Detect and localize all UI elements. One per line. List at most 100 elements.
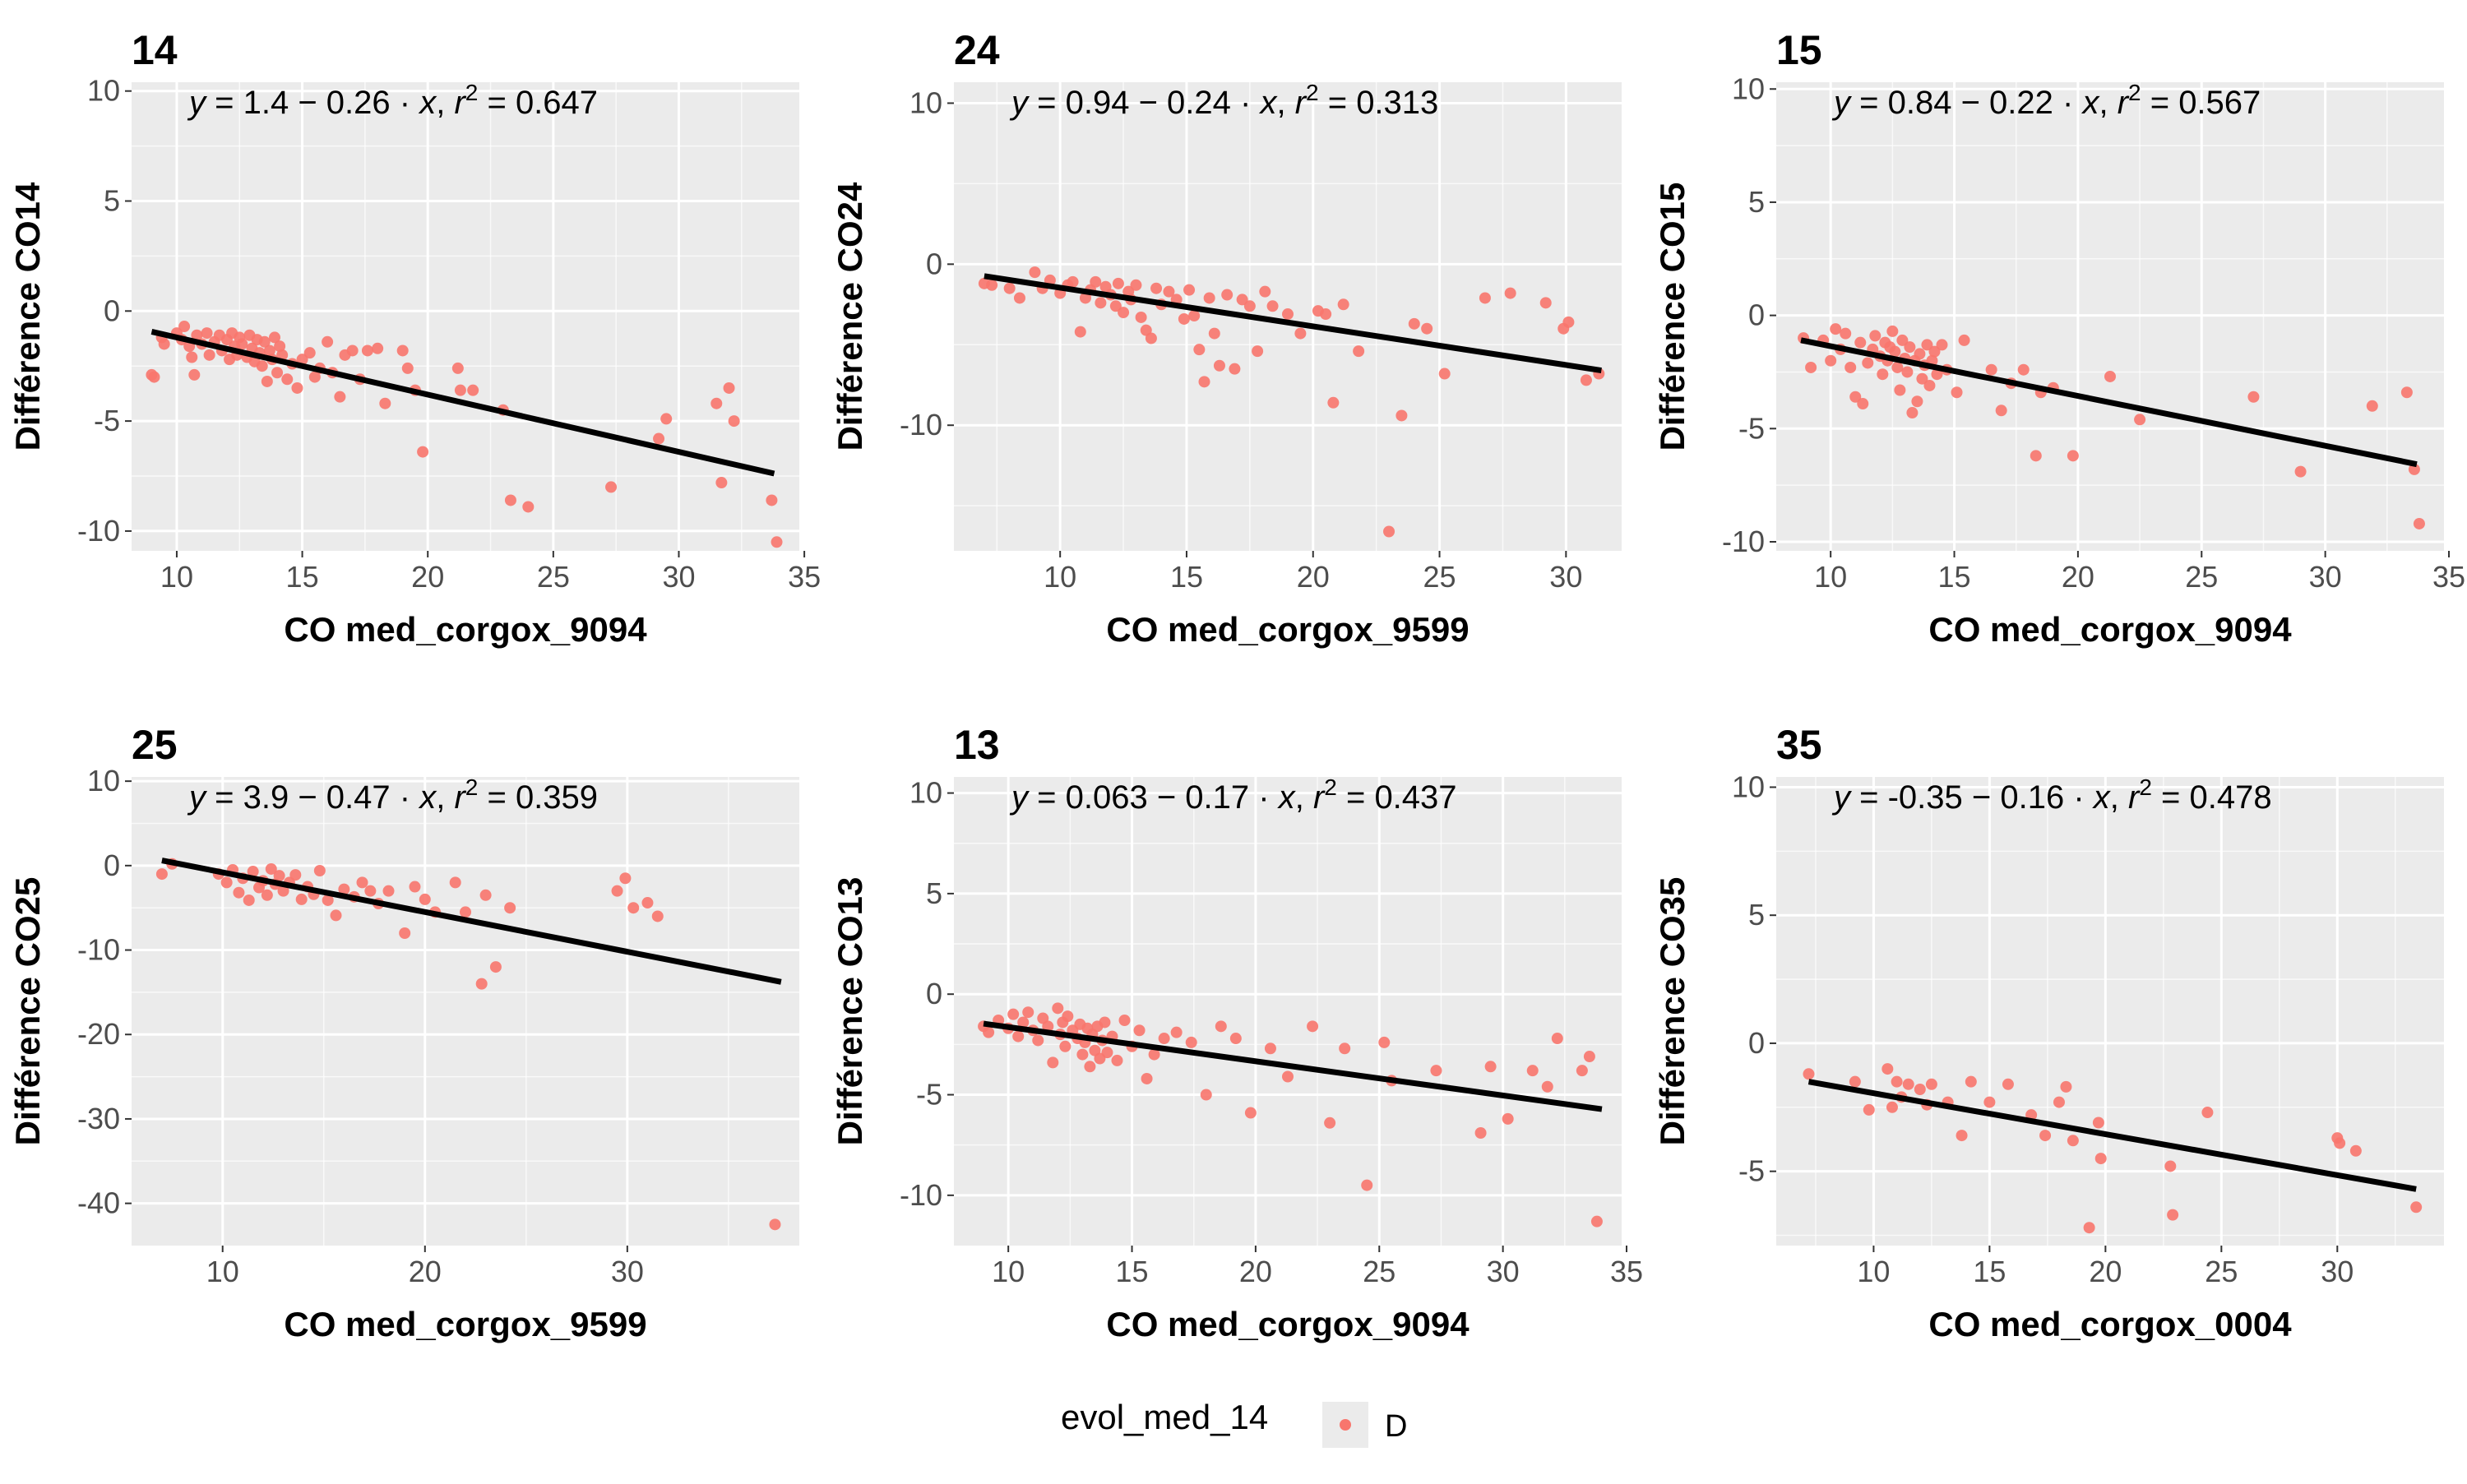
- y-tick-label: 5: [104, 184, 120, 218]
- legend-key-point: [1340, 1419, 1351, 1431]
- data-point: [1891, 1075, 1903, 1088]
- data-point: [2134, 414, 2146, 426]
- x-tick-label: 10: [992, 1255, 1025, 1288]
- y-tick-label: 0: [104, 848, 120, 882]
- data-point: [715, 477, 728, 489]
- data-point: [769, 1218, 781, 1231]
- data-point: [1042, 1020, 1054, 1033]
- data-point: [489, 961, 502, 973]
- x-tick-label: 25: [1363, 1255, 1395, 1288]
- data-point: [1911, 395, 1923, 408]
- equation-superscript: 2: [1306, 80, 1319, 105]
- data-point: [1203, 292, 1215, 304]
- panel-25: 10 20 30 10 0 -10 -20 -30 -40 y = 3.9 − 0.47 · x,…: [8, 722, 799, 1343]
- data-point: [522, 501, 535, 513]
- equation-part: r: [1313, 779, 1326, 816]
- data-point: [723, 381, 735, 394]
- equation-part: 0.94: [1066, 85, 1130, 121]
- data-point: [1825, 354, 1837, 367]
- regression-line: [984, 273, 1602, 374]
- data-point: [1965, 1075, 1977, 1088]
- data-point: [2294, 465, 2307, 478]
- data-point: [653, 432, 665, 445]
- data-point: [986, 279, 998, 291]
- data-point: [203, 349, 215, 361]
- data-point: [1111, 1054, 1123, 1066]
- data-layer: [146, 321, 783, 548]
- data-point: [1889, 345, 1901, 358]
- data-point: [2410, 1201, 2423, 1214]
- equation-part: 1.4: [243, 85, 289, 121]
- equation-r2: 0.567: [2178, 85, 2261, 121]
- data-point: [1007, 1008, 1020, 1020]
- data-point: [1576, 1065, 1588, 1077]
- equation-part: 0.47: [326, 779, 391, 816]
- data-point: [313, 865, 326, 876]
- data-point: [1353, 345, 1365, 358]
- equation-superscript: 2: [2128, 80, 2141, 105]
- data-point: [1243, 300, 1256, 312]
- y-axis-title: Différence CO15: [1653, 183, 1692, 451]
- x-tick-label: 30: [662, 560, 695, 594]
- panel-15: 10 15 20 25 30 35 10 5 0 -5 -10 y = 0.84 − 0.22 · x…: [1653, 27, 2465, 649]
- data-point: [1052, 1002, 1064, 1015]
- data-point: [605, 481, 618, 493]
- equation-part: −: [1951, 85, 1989, 121]
- data-point: [1183, 284, 1196, 296]
- data-point: [1551, 1033, 1563, 1045]
- x-tick-label: 20: [409, 1255, 442, 1288]
- equation-part: ,: [2110, 779, 2128, 816]
- y-tick-label: 0: [1748, 298, 1765, 332]
- equation-part: 0.26: [326, 85, 391, 121]
- data-point: [2201, 1107, 2214, 1119]
- data-point: [1914, 1084, 1926, 1095]
- panel-13: 10 15 20 25 30 35 10 5 0 -5 -10 y = 0.063 − 0.17 · …: [831, 722, 1643, 1343]
- data-point: [1099, 1016, 1111, 1029]
- panel-14: 10 15 20 25 30 35 10 5 0 -5 -10 y = 1.4 − 0.26 · x,…: [8, 27, 821, 649]
- data-point: [1863, 1103, 1875, 1116]
- data-point: [419, 893, 431, 905]
- regression-line: [161, 858, 782, 985]
- data-point: [334, 391, 346, 403]
- equation-r2: 0.359: [516, 779, 598, 816]
- data-point: [1029, 266, 1041, 279]
- data-point: [1421, 322, 1433, 335]
- data-point: [2366, 400, 2378, 412]
- data-point: [269, 331, 280, 344]
- data-point: [1906, 407, 1919, 419]
- y-tick-label: -10: [900, 1178, 942, 1212]
- regression-line: [1807, 1079, 2417, 1192]
- data-layer: [1798, 323, 2425, 529]
- y-tick-label: -10: [77, 933, 120, 967]
- data-point: [220, 876, 233, 889]
- data-point: [346, 344, 359, 357]
- data-point: [396, 344, 409, 357]
- y-tick-label: 0: [104, 294, 120, 327]
- data-point: [1541, 1080, 1553, 1093]
- equation-part: ·: [2064, 779, 2094, 816]
- x-axis-title: CO med_corgox_9599: [1106, 610, 1469, 649]
- data-point: [261, 375, 273, 387]
- equation-part: 0.22: [1989, 85, 2053, 121]
- data-point: [1112, 277, 1124, 289]
- data-point: [1904, 341, 1916, 354]
- data-point: [2413, 517, 2425, 529]
- y-tick-label: -5: [94, 404, 120, 437]
- x-axis-title: CO med_corgox_9094: [1106, 1305, 1470, 1343]
- data-point: [1881, 1063, 1894, 1075]
- equation-part: r: [454, 779, 466, 816]
- data-point: [1849, 1075, 1861, 1088]
- x-axis-title: CO med_corgox_0004: [1928, 1305, 2292, 1343]
- data-point: [356, 876, 368, 889]
- y-axis-title: Différence CO24: [831, 182, 869, 451]
- equation-superscript: 2: [465, 774, 479, 800]
- equation-part: 0.24: [1167, 85, 1231, 121]
- data-point: [1193, 344, 1206, 356]
- x-tick-label: 20: [411, 560, 444, 594]
- data-point: [1844, 361, 1857, 373]
- equation-part: =: [206, 779, 243, 816]
- y-tick-label: 10: [910, 86, 942, 119]
- x-tick-label: 10: [160, 560, 193, 594]
- data-point: [479, 889, 492, 901]
- panel-title: 15: [1776, 27, 1822, 73]
